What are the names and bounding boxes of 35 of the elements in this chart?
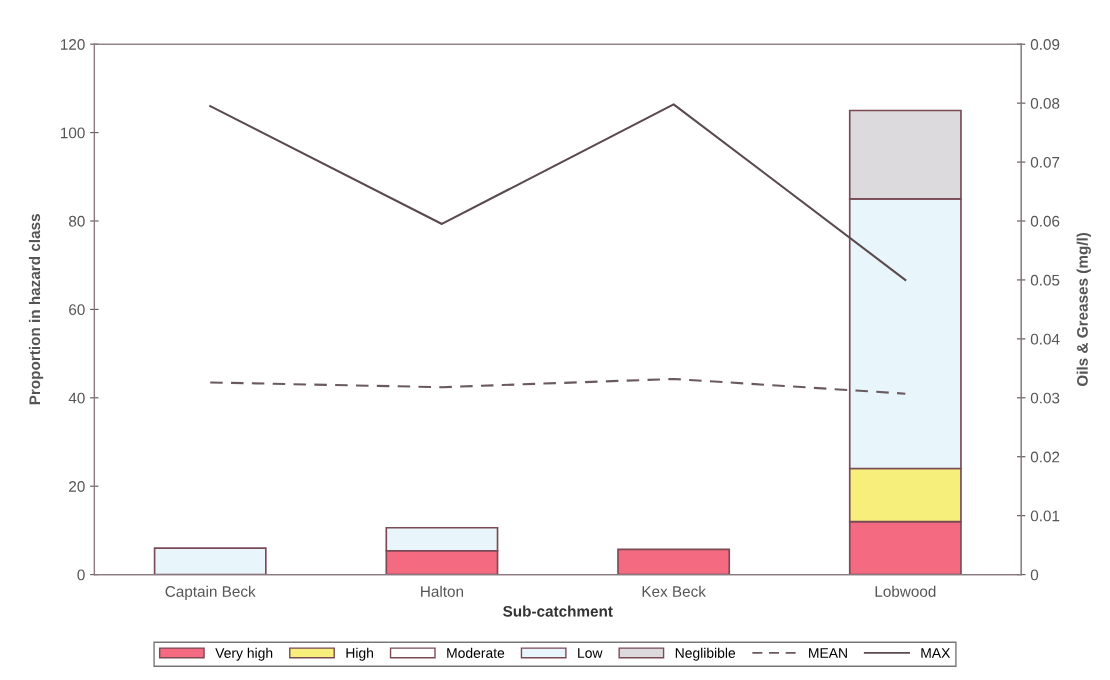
legend-label: MAX [921, 648, 951, 658]
y2-tick-label: 0 [1030, 569, 1039, 581]
y2-axis-title: Oils & Greases (mg/l) [1076, 232, 1091, 387]
legend-label: Neglibible [675, 647, 736, 661]
y-axis-title: Proportion in hazard class [28, 214, 44, 405]
x-axis-title: Sub-catchment [503, 605, 613, 617]
y-tick-label: 60 [69, 304, 85, 316]
y2-tick-label: 0.09 [1030, 39, 1060, 50]
legend-label: Very high [215, 647, 273, 661]
y2-tick-label: 0.06 [1030, 215, 1060, 227]
y2-tick-label: 0.03 [1030, 392, 1060, 404]
y-tick-label: 100 [61, 127, 85, 139]
line-series [209, 377, 907, 395]
y2-tick-label: 0.04 [1030, 333, 1060, 345]
y-tick-label: 0 [77, 569, 85, 581]
y2-tick-label: 0.05 [1030, 274, 1060, 286]
x-tick-label: Lobwood [875, 585, 936, 597]
y-tick-label: 80 [68, 215, 85, 227]
x-tick-label: Captain Beck [165, 585, 256, 600]
y-tick-label: 120 [61, 39, 85, 50]
legend-label: Moderate [447, 647, 505, 658]
bar [617, 548, 731, 575]
x-tick-label: Kex Beck [642, 585, 706, 597]
legend-label: MEAN [809, 648, 847, 658]
bar [153, 547, 267, 575]
y-tick-label: 20 [69, 481, 85, 492]
y2-tick-label: 0.02 [1030, 451, 1060, 463]
y2-tick-label: 0.01 [1030, 510, 1060, 522]
legend-label: Low [578, 648, 603, 658]
line-series [209, 103, 907, 281]
y2-tick-label: 0.07 [1030, 156, 1060, 168]
y2-tick-label: 0.08 [1030, 98, 1060, 109]
y-tick-label: 40 [68, 392, 85, 404]
legend-label: High [346, 647, 373, 661]
x-tick-label: Halton [421, 585, 464, 597]
